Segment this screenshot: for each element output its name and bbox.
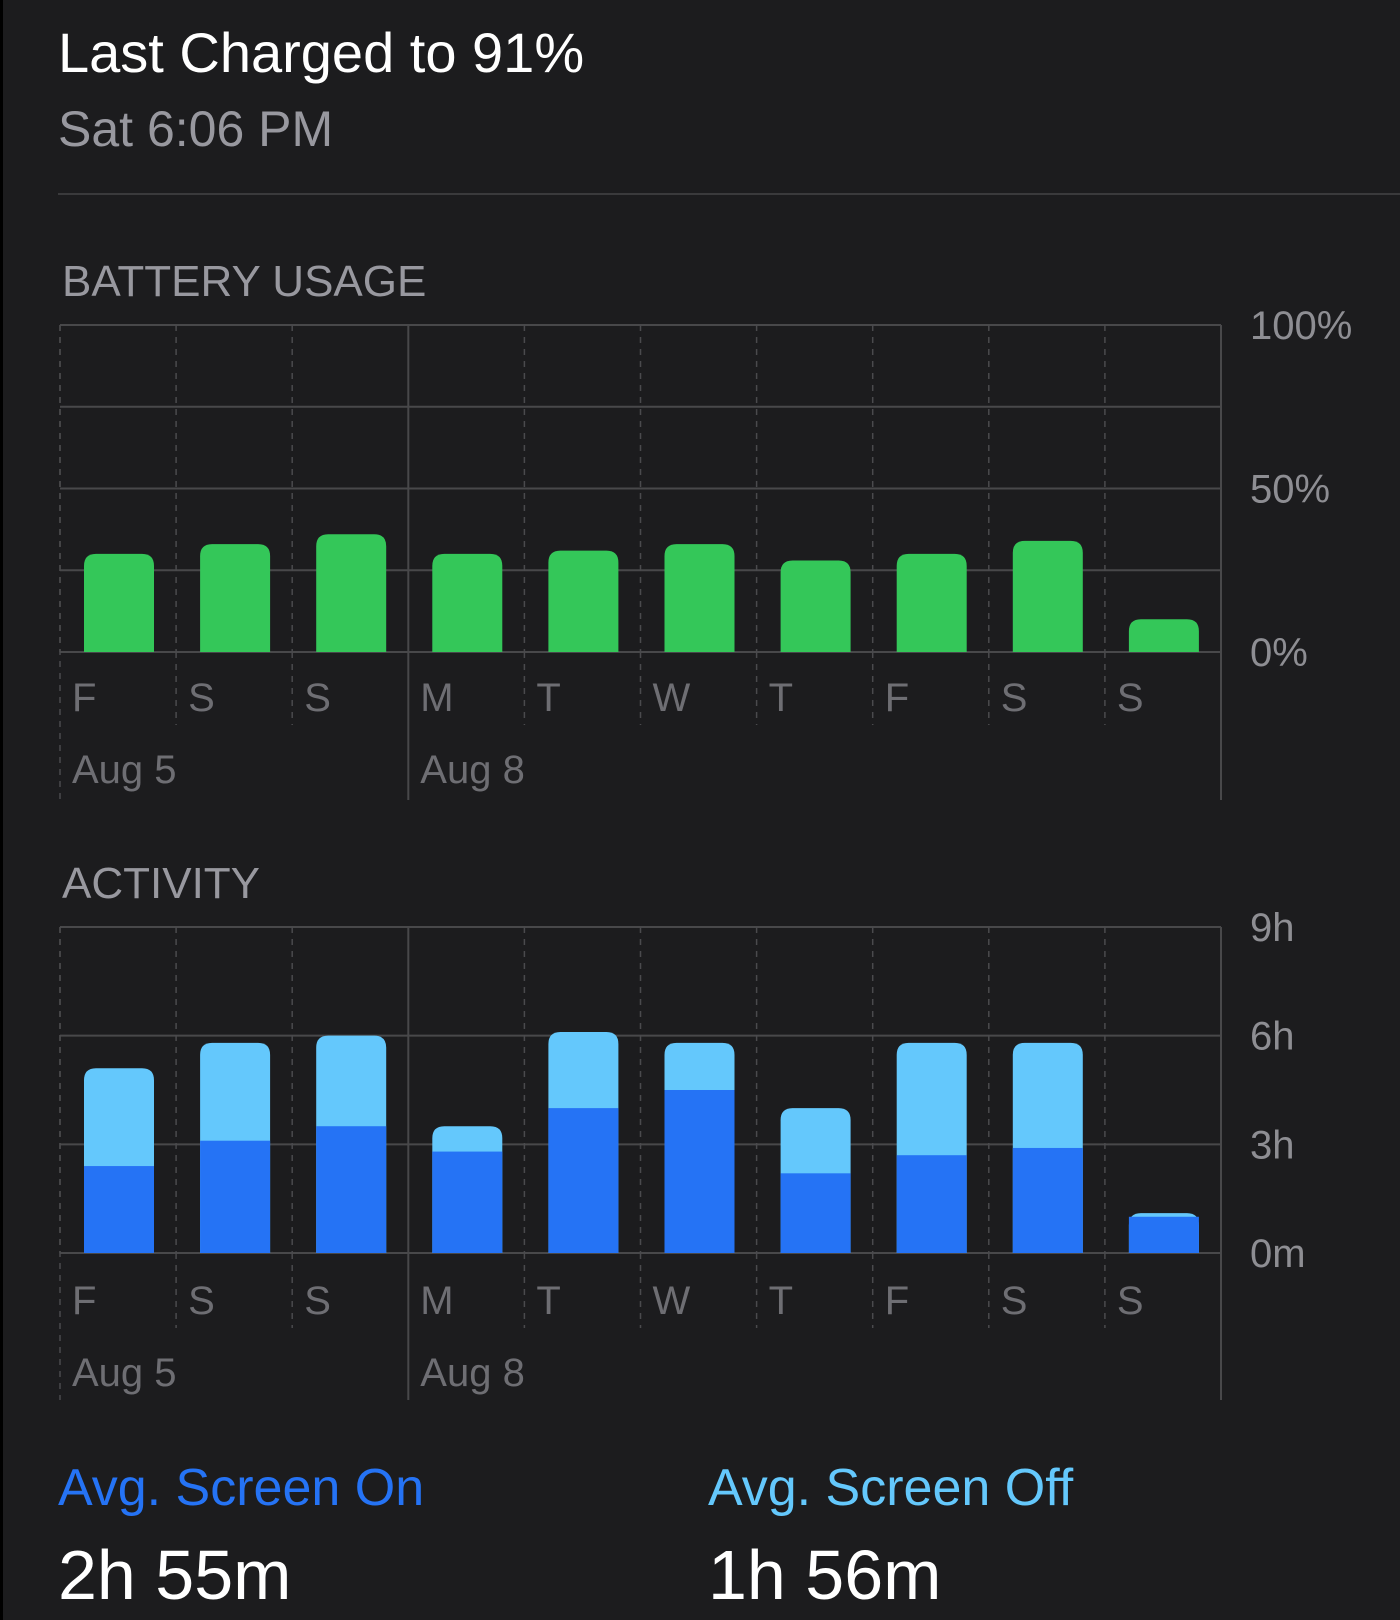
activity-bar-screen-on xyxy=(1128,1216,1199,1253)
battery-bar xyxy=(896,553,967,652)
day-label: S xyxy=(1001,676,1028,720)
last-charged-time: Sat 6:06 PM xyxy=(58,101,334,157)
day-label: S xyxy=(188,676,215,720)
day-label: T xyxy=(536,1279,560,1323)
day-label: F xyxy=(72,1279,96,1323)
y-tick-label: 50% xyxy=(1250,468,1330,512)
battery-bar xyxy=(1128,619,1199,652)
activity-chart[interactable]: 0m 3h 6h 9h F S S M T W T F S S Aug 5 Aug 8 xyxy=(0,0,1400,1400)
activity-bar-screen-on xyxy=(1012,1147,1083,1253)
day-label: F xyxy=(885,1279,909,1323)
window-edge xyxy=(0,0,3,1620)
day-label: S xyxy=(304,676,331,720)
activity-bar-screen-on xyxy=(896,1155,967,1253)
avg-screen-off-label: Avg. Screen Off xyxy=(708,1459,1074,1517)
day-label: F xyxy=(72,676,96,720)
day-label: M xyxy=(420,1279,453,1323)
day-label: S xyxy=(1117,676,1144,720)
battery-bar xyxy=(432,553,503,652)
avg-screen-off-value: 1h 56m xyxy=(708,1536,942,1614)
day-label: W xyxy=(653,676,691,720)
activity-bar-screen-on xyxy=(316,1126,387,1253)
day-label: M xyxy=(420,676,453,720)
day-label: T xyxy=(769,676,793,720)
battery-bar xyxy=(548,550,619,652)
date-label: Aug 5 xyxy=(72,748,177,792)
activity-bar-screen-on xyxy=(780,1173,851,1253)
y-tick-label: 0% xyxy=(1250,631,1308,675)
battery-bar xyxy=(780,560,851,652)
day-label: S xyxy=(1001,1279,1028,1323)
date-label: Aug 8 xyxy=(420,748,525,792)
activity-bar-screen-on xyxy=(200,1140,271,1253)
date-label: Aug 8 xyxy=(420,1351,525,1395)
last-charged-title: Last Charged to 91% xyxy=(58,21,585,84)
battery-usage-title: BATTERY USAGE xyxy=(62,257,427,306)
header-separator xyxy=(58,193,1400,195)
y-tick-label: 3h xyxy=(1250,1123,1295,1167)
battery-usage-chart[interactable]: 0% 50% 100% F S S M T W T F S S Aug 5 Aug 8 xyxy=(0,0,1400,800)
activity-bar-screen-on xyxy=(548,1108,619,1253)
date-label: Aug 5 xyxy=(72,1351,177,1395)
battery-bar xyxy=(664,544,735,652)
battery-bar xyxy=(316,534,387,652)
day-label: S xyxy=(188,1279,215,1323)
y-tick-label: 100% xyxy=(1250,304,1352,348)
day-label: W xyxy=(653,1279,691,1323)
activity-bar-screen-on xyxy=(664,1090,735,1253)
activity-bar-screen-on xyxy=(432,1151,503,1253)
day-label: T xyxy=(536,676,560,720)
day-label: T xyxy=(769,1279,793,1323)
battery-bar xyxy=(84,553,154,652)
avg-screen-on-label: Avg. Screen On xyxy=(58,1459,425,1517)
avg-screen-on-value: 2h 55m xyxy=(58,1536,292,1614)
day-label: S xyxy=(304,1279,331,1323)
activity-bar-screen-on xyxy=(84,1166,154,1253)
y-tick-label: 6h xyxy=(1250,1015,1295,1059)
activity-title: ACTIVITY xyxy=(62,859,261,908)
y-tick-label: 0m xyxy=(1250,1232,1306,1276)
day-label: S xyxy=(1117,1279,1144,1323)
day-label: F xyxy=(885,676,909,720)
battery-bar xyxy=(1012,540,1083,652)
y-tick-label: 9h xyxy=(1250,906,1295,950)
battery-bar xyxy=(200,544,271,652)
